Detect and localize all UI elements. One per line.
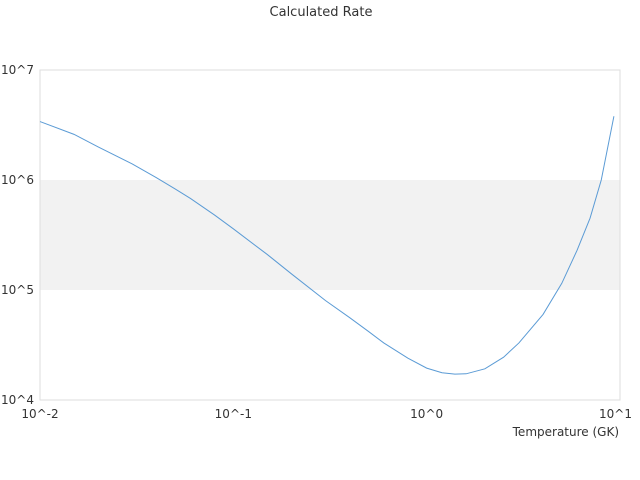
x-tick-label: 10^-2 [21, 407, 58, 421]
shaded-band [40, 180, 620, 290]
x-tick-label: 10^0 [410, 407, 443, 421]
plot-area [39, 69, 621, 401]
x-tick-label: 10^-1 [215, 407, 252, 421]
x-axis-label: Temperature (GK) [512, 425, 619, 439]
y-tick-label: 10^7 [1, 63, 34, 77]
y-tick-label: 10^6 [1, 173, 34, 187]
x-tick-label: 10^1 [599, 407, 632, 421]
chart-title: Calculated Rate [270, 5, 373, 20]
y-tick-label: 10^4 [1, 393, 34, 407]
y-axis-ticks: 10^4 10^5 10^6 10^7 [1, 63, 34, 407]
x-axis-ticks: 10^-2 10^-1 10^0 10^1 [21, 407, 632, 421]
rate-series-line [39, 116, 615, 375]
y-tick-label: 10^5 [1, 283, 34, 297]
